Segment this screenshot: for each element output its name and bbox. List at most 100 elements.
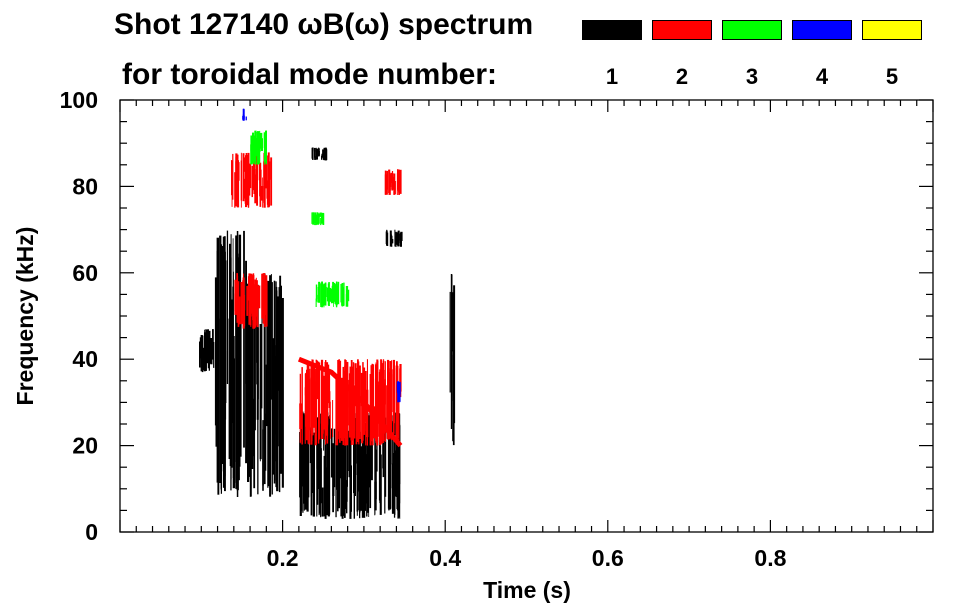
data-mark <box>250 139 253 165</box>
data-mark <box>398 381 401 402</box>
data-mark <box>318 426 321 505</box>
legend-swatch-4 <box>792 20 852 40</box>
data-mark <box>326 412 329 508</box>
data-mark <box>237 300 239 320</box>
data-mark <box>449 291 451 393</box>
data-mark <box>301 367 303 445</box>
data-mark <box>204 329 205 372</box>
x-tick-label: 0.8 <box>754 545 786 571</box>
data-mark <box>329 287 332 300</box>
data-mark <box>271 282 273 495</box>
data-mark <box>260 186 264 201</box>
data-mark <box>223 333 226 425</box>
data-mark <box>341 283 344 307</box>
data-mark <box>378 381 381 424</box>
data-mark <box>346 457 348 502</box>
data-mark <box>342 287 345 307</box>
data-mark <box>384 417 387 497</box>
data-mark <box>370 419 373 481</box>
data-mark <box>275 290 278 488</box>
data-mark <box>362 401 365 430</box>
data-mark <box>317 361 320 444</box>
data-mark <box>395 181 397 195</box>
data-mark <box>251 276 254 469</box>
data-mark <box>386 385 388 429</box>
data-mark <box>397 381 399 403</box>
data-mark <box>238 296 241 325</box>
data-mark <box>388 169 391 193</box>
series-n=3 <box>250 130 350 308</box>
data-mark <box>330 288 333 304</box>
data-mark <box>263 134 266 163</box>
y-tick-label: 80 <box>72 173 98 199</box>
trend-line <box>297 356 403 448</box>
data-mark <box>316 285 318 302</box>
data-mark <box>327 364 330 404</box>
data-mark <box>246 311 248 413</box>
data-mark <box>323 455 326 517</box>
data-mark <box>324 147 327 161</box>
data-mark <box>384 383 385 434</box>
data-mark <box>263 276 265 325</box>
data-mark <box>248 289 251 477</box>
data-mark <box>245 153 248 204</box>
data-mark <box>352 366 354 440</box>
data-mark <box>323 375 326 430</box>
data-mark <box>210 338 213 365</box>
data-mark <box>346 291 349 307</box>
data-mark <box>235 235 237 489</box>
data-mark <box>264 273 266 328</box>
data-mark <box>274 356 277 435</box>
legend-label-3: 3 <box>745 64 759 89</box>
data-mark <box>249 168 251 188</box>
data-mark <box>386 170 388 190</box>
data-mark <box>206 329 209 364</box>
data-mark <box>317 217 320 225</box>
data-mark <box>452 292 455 442</box>
data-mark <box>256 295 259 363</box>
data-mark <box>362 411 365 518</box>
data-mark <box>399 177 401 186</box>
data-mark <box>307 441 309 478</box>
data-mark <box>384 174 387 195</box>
data-mark <box>356 432 359 511</box>
data-mark <box>370 365 372 408</box>
data-mark <box>266 155 268 205</box>
data-mark <box>345 360 347 436</box>
data-mark <box>249 281 252 309</box>
data-mark <box>376 420 378 472</box>
data-mark <box>389 436 391 490</box>
data-mark <box>311 411 314 493</box>
data-mark <box>388 442 390 511</box>
data-mark <box>391 369 393 413</box>
data-mark <box>363 424 366 518</box>
data-mark <box>375 382 378 427</box>
chart-title-line2: for toroidal mode number: <box>122 58 497 91</box>
data-mark <box>314 369 316 431</box>
data-mark <box>347 425 349 471</box>
data-mark <box>375 429 377 481</box>
data-mark <box>219 235 222 483</box>
data-mark <box>265 364 268 427</box>
data-mark <box>330 428 333 478</box>
data-mark <box>390 408 392 441</box>
data-mark <box>281 360 284 438</box>
data-mark <box>368 421 370 457</box>
data-mark <box>390 177 392 191</box>
data-mark <box>337 360 339 431</box>
data-mark <box>234 172 236 208</box>
data-mark <box>335 281 338 308</box>
data-mark <box>320 413 322 518</box>
data-mark <box>327 283 330 306</box>
data-mark <box>325 360 327 435</box>
data-mark <box>257 131 259 165</box>
data-mark <box>312 397 314 425</box>
data-mark <box>333 283 336 295</box>
data-mark <box>348 430 351 478</box>
legend-label-1: 1 <box>605 64 619 89</box>
data-mark <box>305 430 307 510</box>
data-mark <box>317 294 319 303</box>
data-mark <box>299 443 302 516</box>
data-mark <box>334 297 336 304</box>
data-mark <box>269 291 271 393</box>
